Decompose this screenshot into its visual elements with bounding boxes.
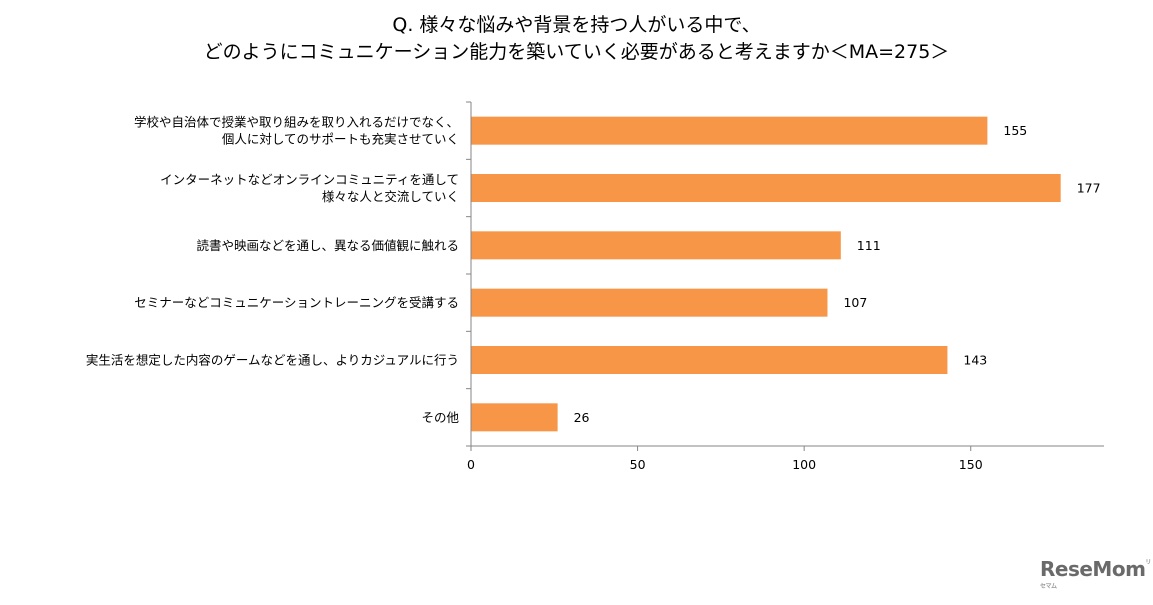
value-label-2: 177 [1077, 181, 1101, 196]
resemom-logo: ReseMomリセマム [1040, 557, 1153, 605]
logo-sup: リセマム [1040, 559, 1151, 590]
category-label-6: その他 [421, 410, 459, 425]
chart-title: Q. 様々な悩みや背景を持つ人がいる中で、 どのようにコミュニケーション能力を築… [0, 12, 1153, 66]
bar-5 [471, 346, 948, 374]
chart-title-line-1: Q. 様々な悩みや背景を持つ人がいる中で、 [392, 14, 761, 36]
category-label-4: セミナーなどコミュニケーショントレーニングを受講する [134, 295, 459, 310]
value-label-6: 26 [574, 410, 590, 425]
bar-1 [471, 116, 988, 145]
bar-2 [471, 174, 1061, 202]
x-tick-label-150: 150 [959, 457, 983, 472]
value-label-4: 107 [843, 295, 867, 310]
x-tick-label-100: 100 [792, 457, 816, 472]
bar-6 [471, 403, 558, 432]
value-label-1: 155 [1003, 123, 1027, 138]
x-tick-label-0: 0 [467, 457, 475, 472]
category-label-5: 実生活を想定した内容のゲームなどを通し、よりカジュアルに行う [86, 353, 459, 368]
chart-title-line-2: どのようにコミュニケーション能力を築いていく必要があると考えますか＜MA=275… [203, 41, 950, 63]
category-label-1-line-1: 学校や自治体で授業や取り組みを取り入れるだけでなく、 [134, 115, 459, 130]
logo-text: ReseMom [1040, 557, 1146, 581]
bar-3 [471, 231, 841, 260]
value-label-5: 143 [963, 353, 987, 368]
value-label-3: 111 [857, 238, 881, 253]
x-tick-label-50: 50 [630, 457, 646, 472]
bar-4 [471, 288, 828, 317]
category-label-2-line-1: インターネットなどオンラインコミュニティを通して [160, 172, 459, 187]
category-label-2-line-2: 様々な人と交流していく [322, 189, 459, 204]
category-label-3: 読書や映画などを通し、異なる価値観に触れる [196, 238, 459, 253]
category-label-1-line-2: 個人に対してのサポートも充実させていく [222, 132, 459, 147]
